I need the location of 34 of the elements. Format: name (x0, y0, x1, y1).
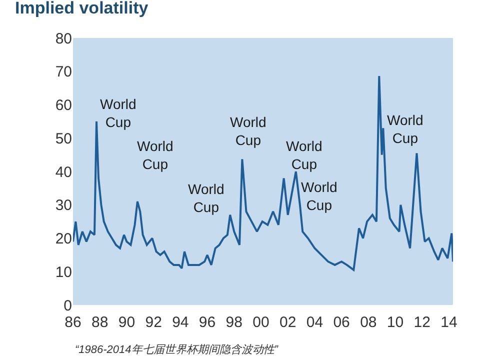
annotation: World Cup (301, 179, 338, 214)
x-tick-label: 04 (306, 314, 324, 331)
annotation: World Cup (188, 181, 224, 216)
x-tick-label: 08 (360, 314, 377, 331)
y-tick-label: 10 (55, 264, 72, 281)
annotation: World Cup (100, 96, 136, 130)
x-tick-label: 92 (145, 314, 162, 331)
x-tick-label: 14 (440, 314, 458, 331)
y-tick-label: 70 (55, 64, 72, 81)
chart-title: Implied volatility (15, 0, 149, 18)
x-tick-label: 88 (92, 314, 108, 331)
annotation: World Cup (387, 112, 424, 146)
line-series (73, 75, 453, 271)
x-tick-label: 00 (252, 314, 270, 331)
text: “1986-2014年七届世界杯期间隐含波动性” (75, 343, 280, 356)
x-tick-label: 06 (333, 314, 350, 331)
y-tick-label: 80 (55, 30, 72, 48)
x-tick-label: 94 (172, 314, 189, 331)
x-tick-label: 86 (64, 314, 82, 331)
y-tick-label: 40 (55, 164, 72, 181)
y-tick-label: 60 (55, 97, 72, 114)
x-tick-label: 02 (279, 314, 296, 331)
annotation: World Cup (286, 138, 322, 172)
x-tick-label: 90 (118, 314, 136, 331)
x-tick-label: 98 (226, 314, 242, 331)
x-tick-label: 10 (386, 314, 404, 331)
x-tick-label: 12 (414, 314, 430, 331)
y-tick-label: 30 (55, 197, 72, 214)
y-tick-label: 0 (64, 297, 72, 314)
y-tick-label: 50 (55, 130, 72, 148)
y-tick-label: 20 (55, 230, 72, 248)
x-tick-label: 96 (198, 314, 216, 331)
annotation: World Cup (137, 138, 174, 172)
annotation: World Cup (230, 114, 266, 148)
